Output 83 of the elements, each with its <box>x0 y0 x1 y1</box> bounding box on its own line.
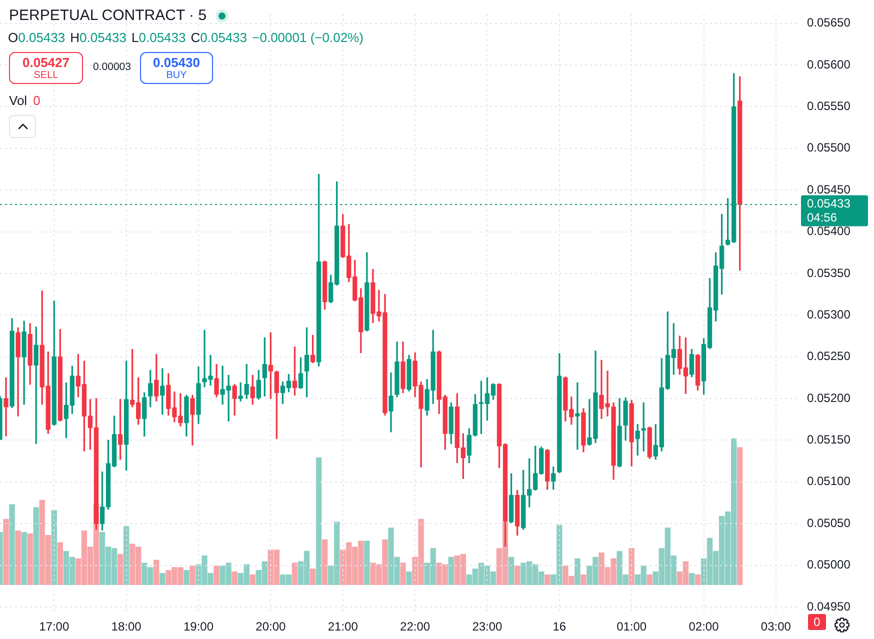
annotation: SELL <box>32 70 60 82</box>
bar <box>694 574 701 585</box>
y-tick-label: 0.05450 <box>807 182 851 196</box>
bar <box>214 566 220 585</box>
annotation: 0.05433 <box>18 30 66 45</box>
y-tick-label: 0.05550 <box>807 99 851 114</box>
bar <box>117 554 124 585</box>
y-tick-label: 0.05600 <box>807 57 851 72</box>
y-tick-label: 0.05150 <box>807 432 851 447</box>
x-tick-label: 02:00 <box>688 620 720 634</box>
y-tick-label: 0.05100 <box>807 474 851 488</box>
y-tick-label: 0.05500 <box>807 140 851 155</box>
candlestick <box>4 377 8 436</box>
bar <box>33 507 39 585</box>
bar <box>544 574 550 585</box>
y-tick-label: 0.05650 <box>807 16 851 30</box>
bar <box>15 530 21 585</box>
bar <box>406 572 412 585</box>
x-tick-label: 22:00 <box>400 620 430 634</box>
annotation: C <box>190 30 200 45</box>
x-tick-label: 18:00 <box>111 620 142 634</box>
bar <box>310 568 316 585</box>
annotation: 0 <box>33 93 40 108</box>
bar <box>9 504 15 585</box>
x-tick-label: 03:00 <box>760 620 792 634</box>
candlestick <box>575 382 580 450</box>
annotation: BUY <box>165 70 188 82</box>
y-tick-label: 0.05200 <box>807 390 851 405</box>
annotation: L <box>132 30 139 45</box>
annotation: Vol <box>9 93 28 108</box>
y-tick-label: 0.04950 <box>807 599 851 614</box>
bar <box>737 447 743 585</box>
annotation: 0.00003 <box>93 61 131 73</box>
annotation: 0.05433 <box>200 30 248 45</box>
annotation: 0.05433 <box>80 30 127 45</box>
annotation: 0.05433 <box>138 30 186 45</box>
x-tick-label: 01:00 <box>616 620 647 634</box>
bar <box>688 572 695 585</box>
bar <box>190 566 196 585</box>
bar <box>514 566 520 585</box>
bar <box>448 556 454 585</box>
x-tick-label: 21:00 <box>328 620 358 634</box>
x-tick-label: 17:00 <box>39 620 70 634</box>
ref-line-label: 0.05433 <box>807 196 851 211</box>
y-tick-label: 0.05050 <box>807 516 851 530</box>
buy-button: 0.05430 BUY <box>140 52 213 84</box>
bar <box>364 540 370 585</box>
annotation: 0.05430 <box>152 55 201 70</box>
x-tick-label: 23:00 <box>472 620 503 634</box>
x-tick-label: 16 <box>552 620 566 634</box>
bar <box>232 572 238 585</box>
bar <box>400 562 406 585</box>
bar <box>508 556 514 585</box>
bar <box>21 532 27 585</box>
text: 0 <box>808 614 826 630</box>
y-tick-label: 0.05300 <box>807 307 851 322</box>
bar <box>646 574 652 585</box>
chart-title: PERPETUAL CONTRACT · 5 <box>9 7 207 25</box>
bar <box>250 574 256 585</box>
x-tick-label: 20:00 <box>256 620 286 634</box>
annotation: H <box>70 30 80 45</box>
bar <box>184 570 190 585</box>
annotation: O <box>8 30 18 45</box>
bar <box>27 533 33 585</box>
y-tick-label: 0.05350 <box>807 266 851 280</box>
bar <box>160 572 166 585</box>
bar <box>123 526 130 585</box>
annotation: −0.00001 (−0.02%) <box>252 30 364 45</box>
sell-button: 0.05427 SELL <box>9 52 83 84</box>
bar <box>628 548 634 585</box>
x-tick-label: 19:00 <box>183 620 214 634</box>
y-tick-label: 0.05250 <box>807 349 851 364</box>
bar <box>316 457 322 585</box>
bar <box>580 574 586 585</box>
bar <box>292 562 298 585</box>
bar <box>57 542 63 585</box>
y-tick-label: 0.05000 <box>807 558 851 572</box>
annotation: 0.05427 <box>22 55 70 70</box>
y-tick-label: 0.05400 <box>807 224 851 238</box>
bar <box>322 539 328 585</box>
text: 04:56 <box>807 210 838 225</box>
bar <box>574 558 580 585</box>
bar <box>154 560 160 585</box>
